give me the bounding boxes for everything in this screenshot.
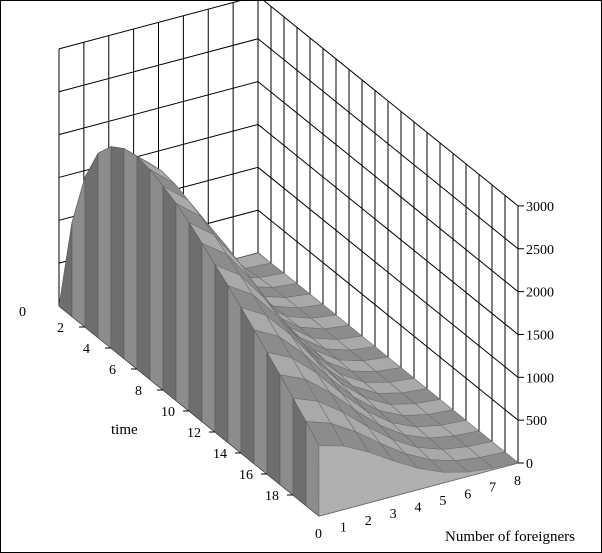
back-grid-line xyxy=(263,1,519,207)
corner-zero-label: 0 xyxy=(19,305,26,320)
x-tick-label: 2 xyxy=(57,321,64,336)
front-face-slab xyxy=(162,185,177,402)
x-tick-label: 10 xyxy=(161,405,175,420)
front-face-slab xyxy=(149,168,164,391)
surface-plot xyxy=(58,146,519,517)
front-face-slab xyxy=(71,176,86,328)
back-grid-line xyxy=(257,124,519,335)
x-axis-label: time xyxy=(111,422,138,438)
x-tick-label: 4 xyxy=(83,342,90,357)
x-tick-label: 18 xyxy=(265,489,279,504)
z-tick-label: 1500 xyxy=(526,328,554,343)
end-cap xyxy=(318,445,519,517)
back-grid-line xyxy=(257,166,519,378)
x-tick-label: 16 xyxy=(239,468,253,483)
front-face-slab xyxy=(58,222,73,318)
y-tick-label: 6 xyxy=(464,487,471,502)
side-grid-line xyxy=(58,1,241,50)
z-tick-label: 2500 xyxy=(526,243,554,258)
front-face-slab xyxy=(201,242,216,433)
x-tick-label: 12 xyxy=(187,426,201,441)
side-grid-line xyxy=(58,38,259,93)
front-face-slab xyxy=(188,221,203,423)
back-grid-line xyxy=(257,209,519,421)
front-face-slab xyxy=(227,284,242,454)
front-face-slab xyxy=(253,328,268,475)
x-tick-label: 6 xyxy=(109,363,116,378)
front-face-slab xyxy=(123,148,138,370)
front-face-slab xyxy=(84,153,99,339)
y-tick-label: 8 xyxy=(514,474,521,489)
z-tick-label: 3000 xyxy=(526,200,554,215)
x-tick-label: 8 xyxy=(135,384,142,399)
back-grid-line xyxy=(257,38,519,250)
side-grid-line xyxy=(58,81,259,136)
y-tick-label: 0 xyxy=(315,527,322,542)
front-face-slab xyxy=(110,146,125,360)
z-tick-label: 1000 xyxy=(526,371,554,386)
front-face-slab xyxy=(266,351,281,486)
y-tick-label: 7 xyxy=(489,481,496,496)
x-tick-label: 14 xyxy=(213,447,227,462)
y-axis-label: Number of foreigners xyxy=(445,529,575,545)
front-face-slab xyxy=(240,306,255,465)
front-face-slab xyxy=(97,146,112,349)
z-tick-label: 500 xyxy=(526,414,547,429)
y-tick-label: 3 xyxy=(390,507,397,522)
y-tick-label: 1 xyxy=(340,520,347,535)
front-face-slab xyxy=(136,155,151,381)
y-tick-label: 2 xyxy=(365,514,372,529)
back-grid-line xyxy=(257,81,519,292)
y-tick-label: 4 xyxy=(415,501,422,516)
z-tick-label: 0 xyxy=(526,457,533,472)
z-tick-label: 2000 xyxy=(526,286,554,301)
front-face-slab xyxy=(175,202,190,412)
y-tick-label: 5 xyxy=(439,494,446,509)
front-face-slab xyxy=(214,264,229,444)
